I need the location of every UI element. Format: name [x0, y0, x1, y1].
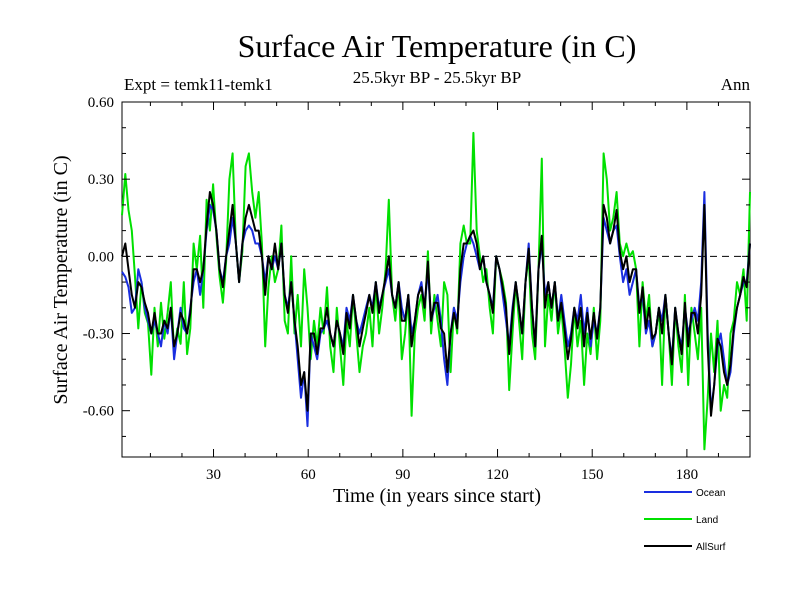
series-line-allsurf [121, 191, 751, 417]
x-tick-label: 30 [206, 467, 221, 483]
legend-label-land: Land [696, 515, 718, 526]
x-tick-label: 180 [676, 467, 699, 483]
y-tick-label: 0.00 [88, 249, 114, 265]
plot-area: 30 60 90 120 150 180 0.60 0.30 0.00 -0.30 -0.60 [83, 95, 751, 483]
legend: Ocean Land AllSurf [644, 488, 726, 553]
y-tick-label: -0.30 [83, 327, 114, 343]
legend-label-allsurf: AllSurf [696, 542, 726, 553]
chart-subtitle: 25.5kyr BP - 25.5kyr BP [353, 68, 521, 87]
x-tick-label: 150 [581, 467, 604, 483]
y-tick-label: -0.60 [83, 404, 114, 420]
x-tick-label: 60 [301, 467, 316, 483]
x-tick-label: 120 [486, 467, 509, 483]
x-axis-label: Time (in years since start) [333, 485, 541, 507]
y-axis-label: Surface Air Temperature (in C) [50, 155, 72, 404]
y-tick-label: 0.60 [88, 95, 114, 111]
ticks-group: 30 60 90 120 150 180 0.60 0.30 0.00 -0.30 -0.60 [83, 95, 751, 483]
y-tick-label: 0.30 [88, 172, 114, 188]
series-group [121, 131, 751, 451]
legend-label-ocean: Ocean [696, 488, 725, 499]
series-line-land [121, 131, 751, 451]
period-label: Ann [721, 75, 751, 94]
chart-title: Surface Air Temperature (in C) [238, 28, 637, 64]
plot-frame [121, 101, 751, 458]
expt-label: Expt = temk11-temk1 [124, 75, 273, 94]
x-tick-label: 90 [395, 467, 410, 483]
